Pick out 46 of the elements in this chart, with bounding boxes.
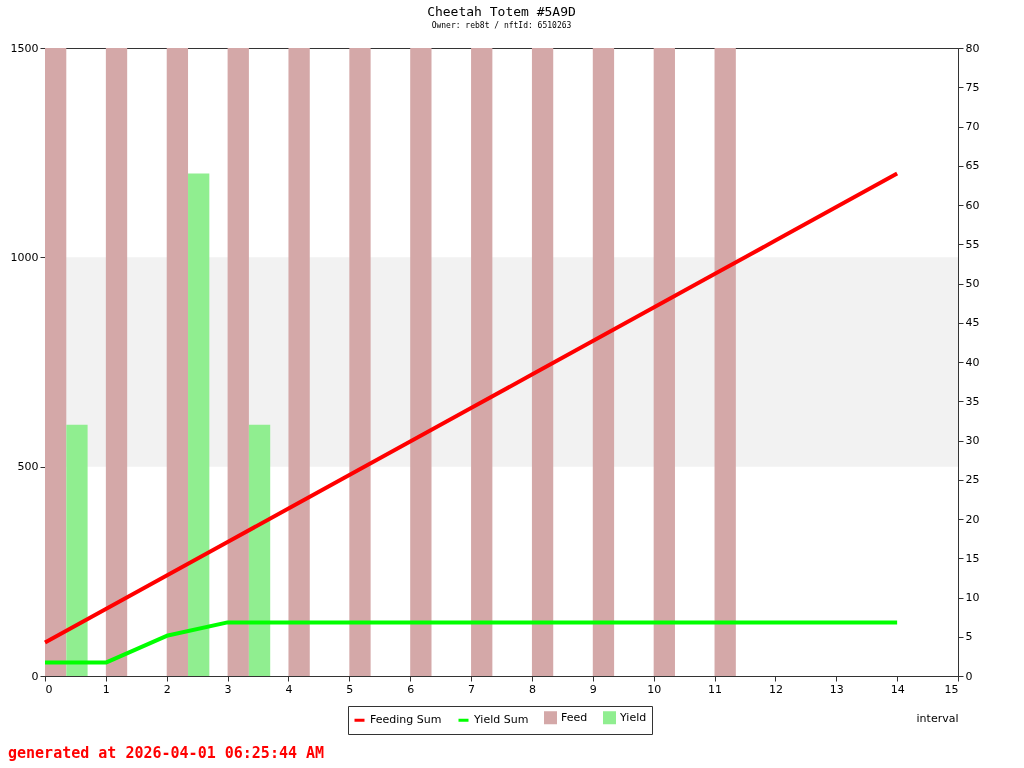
- x-tick-label: 15: [944, 682, 959, 696]
- legend-label: Feed: [561, 710, 588, 724]
- x-tick-label: 6: [407, 682, 415, 696]
- y2-tick-label: 75: [965, 80, 980, 94]
- y2-tick-label: 60: [965, 198, 980, 212]
- x-tick-label: 13: [829, 682, 844, 696]
- x-tick-label: 14: [890, 682, 905, 696]
- y2-tick-label: 65: [965, 159, 980, 173]
- x-tick-label: 9: [589, 682, 597, 696]
- x-tick-label: 10: [647, 682, 662, 696]
- legend-label: Yield: [619, 710, 647, 724]
- legend-label: Yield Sum: [473, 713, 529, 727]
- y2-tick-label: 25: [965, 473, 980, 487]
- chart-subtitle: Owner: reb8t / nftId: 6510263: [431, 21, 572, 30]
- y2-tick-label: 0: [965, 669, 973, 683]
- x-tick-label: 0: [45, 682, 53, 696]
- y-tick-label: 1500: [10, 41, 39, 55]
- x-tick-label: 1: [102, 682, 110, 696]
- x-tick-label: 2: [163, 682, 171, 696]
- x-tick-label: 8: [528, 682, 536, 696]
- x-tick-label: 4: [285, 682, 293, 696]
- y2-tick-label: 70: [965, 120, 980, 133]
- legend-label: Feeding Sum: [370, 713, 442, 727]
- y2-tick-label: 50: [965, 277, 980, 290]
- y2-tick-label: 15: [965, 551, 980, 565]
- y2-tick-label: 55: [965, 237, 980, 251]
- text: generated at 2026-04-01 06:25:44 AM: [8, 744, 325, 762]
- chart-title: Cheetah Totem #5A9D: [427, 4, 577, 19]
- y2-tick-label: 40: [965, 355, 980, 369]
- y2-tick-label: 5: [965, 630, 973, 644]
- x-tick-label: 3: [224, 682, 232, 696]
- y2-tick-label: 10: [965, 591, 980, 604]
- y2-tick-label: 80: [965, 41, 980, 55]
- x-axis-title: interval: [916, 711, 959, 725]
- line-series: [43, 171, 900, 645]
- x-tick-label: 12: [768, 682, 783, 696]
- y2-tick-label: 30: [965, 434, 980, 447]
- y-tick-label: 500: [17, 460, 39, 474]
- x-tick-label: 7: [468, 682, 476, 696]
- y-tick-label: 0: [31, 669, 39, 683]
- y2-tick-label: 20: [965, 512, 980, 526]
- y2-tick-label: 35: [965, 394, 980, 408]
- y-tick-label: 1000: [10, 250, 39, 264]
- y2-tick-label: 45: [965, 316, 980, 330]
- x-tick-label: 11: [708, 682, 723, 696]
- x-tick-label: 5: [346, 682, 354, 696]
